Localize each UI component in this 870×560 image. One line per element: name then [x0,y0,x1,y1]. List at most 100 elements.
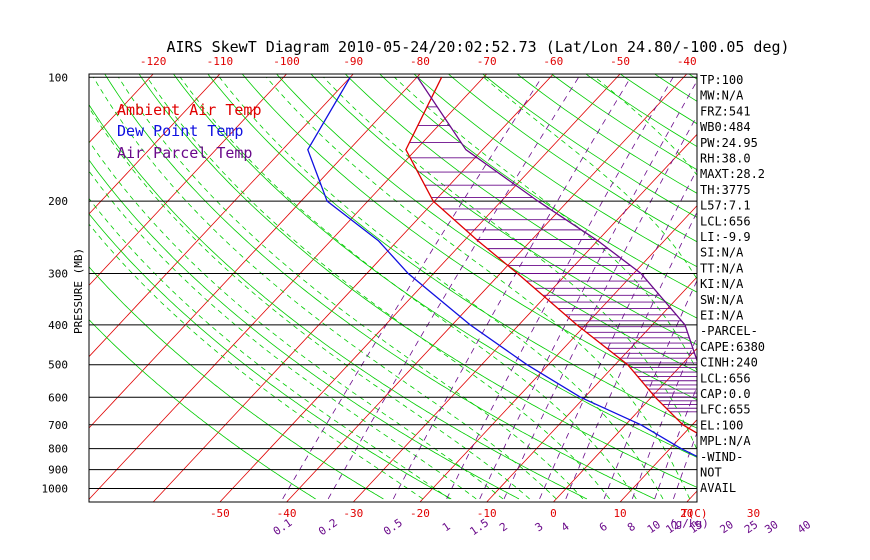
legend-ambient-air-temp: Ambient Air Temp [117,101,262,119]
moist-adiabat-line [394,77,697,372]
mixing-ratio-tick-label: 12 [663,518,681,536]
mixing-ratio-tick-label: 10 [645,518,663,536]
stability-index-item: FRZ:541 [700,104,751,118]
stability-index-item: TT:N/A [700,261,744,275]
legend: Ambient Air Temp Dew Point Temp Air Parc… [117,101,262,162]
dry-adiabat-line [782,68,870,499]
stability-index-item: KI:N/A [700,277,744,291]
temp-tick-label: 20 [680,507,693,520]
pressure-tick-label: 200 [48,195,68,208]
temp-top-tick-label: -100 [273,55,300,68]
mixing-ratio-line [773,77,870,499]
x-axis-label: T(C) [681,507,708,520]
pressure-tick-label: 400 [48,319,68,332]
cape-hatching [409,106,697,413]
temp-tick-label: -10 [477,507,497,520]
pressure-tick-label: 1000 [42,483,69,496]
moist-adiabat-line [118,77,584,500]
moist-adiabat-line [89,140,504,500]
moist-adiabat-line [89,107,530,500]
mixing-ratio-line [752,77,870,499]
isotherm-line [619,419,697,502]
moist-adiabat-line [89,170,477,500]
stability-index-item: LFC:655 [700,403,751,417]
y-axis-label: PRESSURE (MB) [72,248,85,334]
stability-index-item: WB0:484 [700,120,751,134]
dry-adiabat-line [653,74,697,102]
moist-adiabat-line [483,76,697,280]
mixing-ratio-tick-label: 6 [597,520,610,534]
pressure-tick-label: 800 [48,443,68,456]
mixing-ratio-line [539,168,697,500]
isotherm-line [219,74,621,502]
temp-tick-label: -20 [410,507,430,520]
chart-title: AIRS SkewT Diagram 2010-05-24/20:02:52.7… [166,38,789,56]
stability-index-item: MPL:N/A [700,434,751,448]
isotherm-line [820,74,870,502]
stability-index-item: AVAIL [700,481,736,495]
stability-index-item: MW:N/A [700,89,744,103]
temp-tick-label: 30 [747,507,760,520]
stability-index-item: LCL:656 [700,214,751,228]
stability-index-item: CINH:240 [700,356,758,370]
stability-index-item: NOT [700,466,722,480]
mixing-ratio-tick-label: 15 [687,518,705,536]
dry-adiabat-line [748,68,870,499]
pressure-tick-label: 900 [48,464,68,477]
mixing-ratio-tick-label: 0.2 [316,516,340,538]
stability-index-item: SI:N/A [700,246,744,260]
dry-adiabat-line [850,68,870,499]
mixing-ratio-tick-label: 3 [533,520,546,534]
mixing-ratio-line [631,335,697,500]
isotherm-line [286,74,688,502]
temp-top-tick-label: -60 [543,55,563,68]
mixing-ratio-tick-label: 0.5 [381,516,405,538]
temp-top-tick-label: -70 [477,55,497,68]
isotherm-line [89,74,487,500]
stability-index-item: TP:100 [700,73,743,87]
mixing-ratio-tick-label: 25 [742,518,760,536]
stability-index-item: LCL:656 [700,371,751,385]
temp-top-tick-label: -90 [343,55,363,68]
mixing-ratio-line [282,77,543,500]
plot-frame [88,73,698,503]
dry-adiabat-line [207,74,697,429]
stability-index-item: LI:-9.9 [700,230,751,244]
stability-index-item: EL:100 [700,418,743,432]
stability-index-item: TH:3775 [700,183,751,197]
legend-air-parcel-temp: Air Parcel Temp [117,144,252,162]
mixing-ratio-line [805,77,870,499]
isotherm-line [486,276,697,502]
mixing-ratio-tick-label: 2 [497,520,510,534]
pressure-tick-label: 600 [48,391,68,404]
temp-tick-label: 0 [550,507,557,520]
temp-tick-label: 10 [613,507,626,520]
isobar-lines [89,76,697,489]
mixing-ratio-tick-label: 8 [625,520,638,534]
mixing-ratio-tick-label: 4 [559,520,572,535]
isotherm-line [553,347,697,502]
mixing-ratio-line [503,114,697,500]
stability-index-item: RH:38.0 [700,152,751,166]
mixing-ratio-line [392,77,632,500]
moist-adiabat-line [323,77,697,451]
stability-index-item: SW:N/A [700,293,744,307]
dry-adiabat-line [89,159,520,500]
stability-index-item: PW:24.95 [700,136,758,150]
dry-adiabat-line [413,74,697,268]
pressure-tick-label: 300 [48,267,68,280]
parcel-temp-profile-line [416,76,697,363]
moist-adiabat-line [89,223,424,500]
dry-adiabat-line [276,74,697,373]
mixing-ratio-line [479,80,697,500]
ambient-temp-profile-line [405,77,697,434]
dry-adiabat-line [173,74,697,458]
dry-adiabat-line [344,74,697,319]
temp-top-tick-label: -120 [140,55,167,68]
isotherm-line [89,74,354,358]
dry-adiabat-line [482,74,697,218]
isotherm-line [0,74,20,502]
dry-adiabat-line [379,74,697,293]
isotherm-line [753,74,870,502]
stability-index-item: CAPE:6380 [700,340,765,354]
